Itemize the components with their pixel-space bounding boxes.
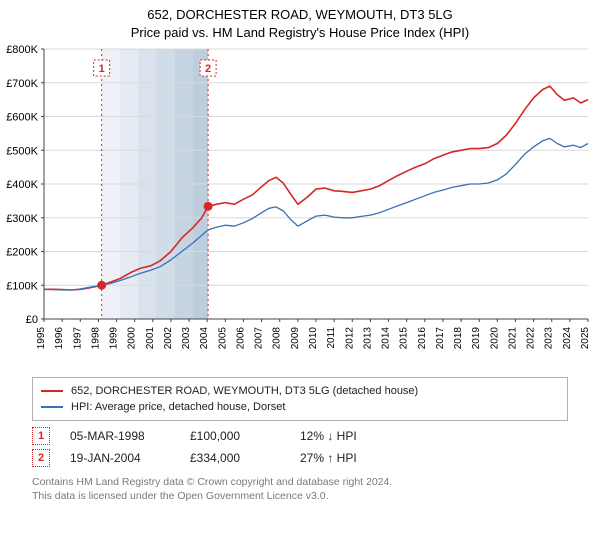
chart-area: £0 £100K £200K £300K £400K £500K £600K £700K £80…	[0, 41, 600, 371]
svg-text:2009: 2009	[290, 327, 301, 350]
svg-text:2006: 2006	[235, 327, 246, 350]
svg-text:2018: 2018	[453, 327, 464, 350]
svg-text:2022: 2022	[526, 327, 537, 350]
legend-swatch	[41, 406, 63, 408]
sale-marker: 2	[32, 449, 50, 467]
svg-text:2: 2	[205, 63, 211, 75]
legend-item: 652, DORCHESTER ROAD, WEYMOUTH, DT3 5LG …	[41, 383, 559, 399]
sale-date: 05-MAR-1998	[70, 429, 170, 443]
svg-text:1996: 1996	[54, 327, 65, 350]
attribution-footer: Contains HM Land Registry data © Crown c…	[32, 475, 568, 503]
sale-row: 1 05-MAR-1998 £100,000 12% ↓ HPI	[32, 425, 568, 447]
title-line1: 652, DORCHESTER ROAD, WEYMOUTH, DT3 5LG	[0, 6, 600, 24]
svg-text:2015: 2015	[399, 327, 410, 350]
svg-text:2002: 2002	[163, 327, 174, 350]
sale-row: 2 19-JAN-2004 £334,000 27% ↑ HPI	[32, 447, 568, 469]
svg-text:2014: 2014	[381, 327, 392, 350]
sale-pct-vs-hpi: 27% ↑ HPI	[300, 451, 390, 465]
svg-text:2007: 2007	[254, 327, 265, 350]
svg-text:£300K: £300K	[6, 213, 38, 225]
svg-text:£500K: £500K	[6, 145, 38, 157]
svg-text:2012: 2012	[344, 327, 355, 350]
svg-text:£100K: £100K	[6, 280, 38, 292]
sales-table: 1 05-MAR-1998 £100,000 12% ↓ HPI 2 19-JAN-200…	[32, 425, 568, 469]
line-chart-svg: £0 £100K £200K £300K £400K £500K £600K £700K £80…	[0, 41, 600, 371]
svg-text:2025: 2025	[580, 327, 591, 350]
svg-text:£800K: £800K	[6, 44, 38, 56]
svg-text:2005: 2005	[217, 327, 228, 350]
sale-pct-vs-hpi: 12% ↓ HPI	[300, 429, 390, 443]
footer-line1: Contains HM Land Registry data © Crown c…	[32, 475, 568, 489]
svg-text:£200K: £200K	[6, 247, 38, 259]
svg-text:2000: 2000	[127, 327, 138, 350]
legend-item: HPI: Average price, detached house, Dors…	[41, 399, 559, 415]
sale-marker: 1	[32, 427, 50, 445]
sale-price: £334,000	[190, 451, 280, 465]
svg-text:1995: 1995	[36, 327, 47, 350]
svg-text:£600K: £600K	[6, 112, 38, 124]
svg-text:2010: 2010	[308, 327, 319, 350]
legend: 652, DORCHESTER ROAD, WEYMOUTH, DT3 5LG …	[32, 377, 568, 421]
svg-text:2016: 2016	[417, 327, 428, 350]
sale-date: 19-JAN-2004	[70, 451, 170, 465]
svg-text:2013: 2013	[362, 327, 373, 350]
svg-text:£0: £0	[26, 314, 38, 326]
svg-text:2021: 2021	[507, 327, 518, 350]
svg-text:2023: 2023	[544, 327, 555, 350]
legend-swatch	[41, 390, 63, 392]
legend-label: HPI: Average price, detached house, Dors…	[71, 401, 285, 413]
svg-text:£700K: £700K	[6, 78, 38, 90]
svg-text:2024: 2024	[562, 327, 573, 350]
svg-text:2008: 2008	[272, 327, 283, 350]
svg-text:2011: 2011	[326, 327, 337, 349]
svg-text:2019: 2019	[471, 327, 482, 350]
svg-text:2003: 2003	[181, 327, 192, 350]
svg-text:2001: 2001	[145, 327, 156, 350]
svg-text:2004: 2004	[199, 327, 210, 350]
svg-text:1997: 1997	[72, 327, 83, 350]
chart-title: 652, DORCHESTER ROAD, WEYMOUTH, DT3 5LG …	[0, 0, 600, 41]
sale-price: £100,000	[190, 429, 280, 443]
svg-text:2020: 2020	[489, 327, 500, 350]
svg-text:1998: 1998	[90, 327, 101, 350]
svg-text:1: 1	[99, 63, 105, 75]
svg-text:£400K: £400K	[6, 179, 38, 191]
footer-line2: This data is licensed under the Open Gov…	[32, 489, 568, 503]
title-line2: Price paid vs. HM Land Registry's House …	[0, 24, 600, 42]
svg-text:2017: 2017	[435, 327, 446, 350]
svg-text:1999: 1999	[109, 327, 120, 350]
legend-label: 652, DORCHESTER ROAD, WEYMOUTH, DT3 5LG …	[71, 385, 418, 397]
